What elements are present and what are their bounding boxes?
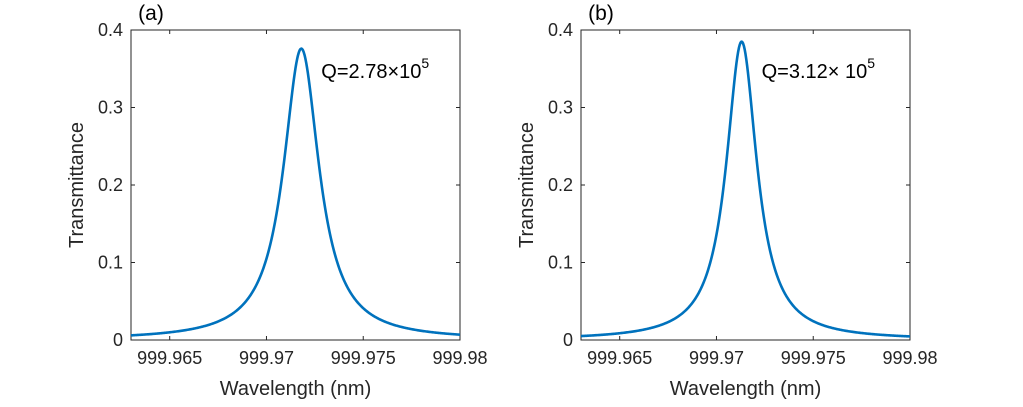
y-tick-label: 0.4	[548, 20, 573, 40]
y-axis-label: Transmittance	[66, 122, 88, 248]
q-value: Q=3.12	[762, 61, 828, 83]
series-line-0	[580, 40, 911, 338]
x-tick-label: 999.975	[781, 348, 846, 368]
q-factor-annotation: Q=2.78×105	[321, 55, 429, 83]
q-exponent: 5	[421, 55, 429, 71]
q-value: Q=2.78	[321, 61, 387, 83]
x-tick-label: 999.98	[882, 348, 937, 368]
y-tick-label: 0	[563, 330, 573, 350]
y-tick-label: 0	[113, 330, 123, 350]
x-tick-label: 999.965	[587, 348, 652, 368]
y-tick-label: 0.2	[548, 175, 573, 195]
y-tick-label: 0.3	[548, 98, 573, 118]
q-factor-annotation: Q=3.12× 105	[762, 55, 876, 83]
series-line-0	[130, 47, 461, 337]
chart-panel-a: 999.965 999.97 999.975 999.98 0 0.1 0.2 0.3 0.4 W…	[66, 2, 488, 400]
times-sign: ×	[387, 61, 399, 83]
x-tick-label: 999.965	[137, 348, 202, 368]
times-sign: ×	[828, 61, 845, 83]
y-tick-label: 0.1	[98, 253, 123, 273]
q-mantissa: 10	[399, 61, 421, 83]
y-tick-label: 0.3	[98, 98, 123, 118]
x-axis-label: Wavelength (nm)	[670, 378, 822, 400]
y-tick-label: 0.2	[98, 175, 123, 195]
y-axis-label: Transmittance	[516, 122, 538, 248]
x-tick-label: 999.97	[239, 348, 294, 368]
x-tick-label: 999.97	[689, 348, 744, 368]
q-exponent: 5	[867, 55, 875, 71]
x-axis-label: Wavelength (nm)	[220, 378, 372, 400]
y-tick-label: 0.1	[548, 253, 573, 273]
y-tick-label: 0.4	[98, 20, 123, 40]
panel-label: (b)	[588, 2, 614, 25]
x-tick-label: 999.975	[331, 348, 396, 368]
chart-panel-b: 999.965 999.97 999.975 999.98 0 0.1 0.2 0.3 0.4 W…	[516, 2, 938, 400]
q-mantissa: 10	[845, 61, 867, 83]
panel-label: (a)	[138, 2, 164, 25]
x-tick-label: 999.98	[432, 348, 487, 368]
